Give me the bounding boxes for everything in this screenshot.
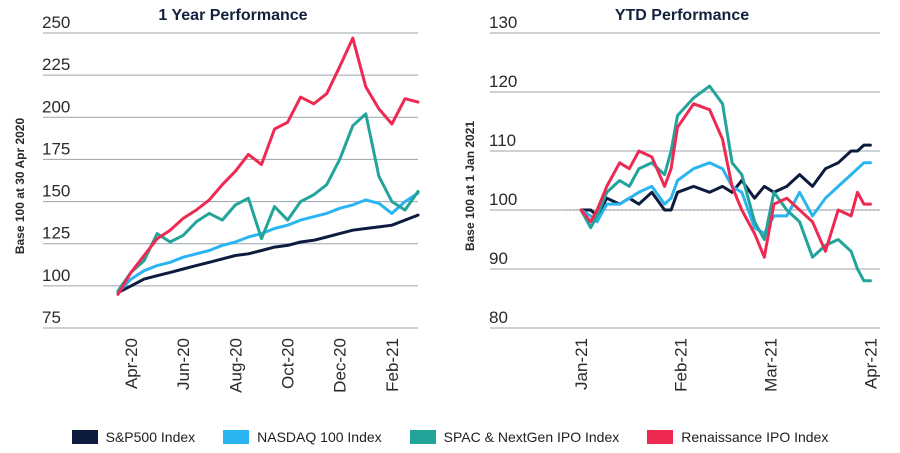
series-line-nasdaq <box>579 161 872 236</box>
performance-charts: 1 Year Performance Base 100 at 30 Apr 20… <box>13 7 880 393</box>
legend: S&P500 Index NASDAQ 100 Index SPAC & Nex… <box>0 425 900 449</box>
y-tick-label: 80 <box>489 308 508 327</box>
y-tick-label: 100 <box>42 266 70 285</box>
series-line-nasdaq <box>116 191 420 295</box>
chart-title: YTD Performance <box>615 7 749 24</box>
legend-swatch <box>409 430 436 444</box>
x-tick-label: Dec-20 <box>331 338 350 393</box>
series-line-renaissance <box>579 102 872 259</box>
series-line-sp500 <box>116 213 420 295</box>
y-axis-label: Base 100 at 30 Apr 2020 <box>13 118 27 255</box>
x-tick-label: Jun-20 <box>174 338 193 390</box>
x-tick-label: Apr-21 <box>861 338 880 389</box>
legend-item-spac: SPAC & NextGen IPO Index <box>409 429 620 445</box>
legend-swatch <box>223 430 250 444</box>
chart-title: 1 Year Performance <box>158 7 307 24</box>
x-tick-label: Mar-21 <box>762 338 781 392</box>
y-tick-label: 175 <box>42 139 70 158</box>
one-year-chart: 1 Year Performance Base 100 at 30 Apr 20… <box>13 7 420 393</box>
y-tick-label: 125 <box>42 224 70 243</box>
series-line-spac <box>579 84 872 283</box>
series-line-spac <box>116 112 420 293</box>
y-tick-label: 100 <box>489 190 517 209</box>
legend-swatch <box>647 430 674 444</box>
legend-label: SPAC & NextGen IPO Index <box>443 429 620 445</box>
y-tick-label: 130 <box>489 13 517 32</box>
legend-item-sp500: S&P500 Index <box>71 429 196 445</box>
y-tick-label: 75 <box>42 308 61 327</box>
x-tick-label: Feb-21 <box>383 338 402 392</box>
y-tick-label: 120 <box>489 72 517 91</box>
legend-label: NASDAQ 100 Index <box>257 429 382 445</box>
ytd-chart: YTD Performance Base 100 at 1 Jan 2021 8… <box>463 7 880 392</box>
y-tick-label: 250 <box>42 13 70 32</box>
x-tick-label: Aug-20 <box>226 338 245 393</box>
legend-item-nasdaq: NASDAQ 100 Index <box>223 429 382 445</box>
x-tick-label: Feb-21 <box>672 338 691 392</box>
x-tick-label: Apr-20 <box>122 338 141 389</box>
series-line-renaissance <box>116 36 420 296</box>
legend-label: Renaissance IPO Index <box>681 429 829 445</box>
x-tick-label: Oct-20 <box>279 338 298 389</box>
legend-swatch <box>71 430 98 444</box>
y-tick-label: 90 <box>489 249 508 268</box>
legend-item-renaissance: Renaissance IPO Index <box>647 429 828 445</box>
y-tick-label: 200 <box>42 97 70 116</box>
y-axis-label: Base 100 at 1 Jan 2021 <box>463 121 477 251</box>
legend-label: S&P500 Index <box>105 429 196 445</box>
y-tick-label: 110 <box>489 131 516 150</box>
x-tick-label: Jan-21 <box>572 338 591 390</box>
y-tick-label: 150 <box>42 182 70 201</box>
y-tick-label: 225 <box>42 55 70 74</box>
